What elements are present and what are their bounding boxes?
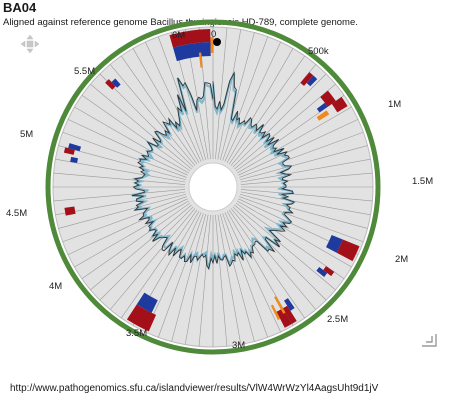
island-bar[interactable] — [316, 110, 330, 121]
island-bar[interactable] — [300, 72, 314, 86]
tick-label: 4M — [49, 281, 62, 292]
center-hole — [188, 162, 238, 212]
island-bar[interactable] — [210, 36, 214, 54]
island-bar[interactable] — [276, 308, 292, 328]
island-bar[interactable] — [331, 96, 348, 113]
island-bar[interactable] — [323, 266, 335, 277]
island-bar[interactable] — [336, 239, 360, 262]
island-bar[interactable] — [326, 234, 343, 253]
island-bar[interactable] — [198, 52, 203, 68]
tick-label: 5.5M — [74, 66, 95, 77]
tick-label: 4.5M — [6, 208, 27, 219]
tick-label: 2M — [395, 254, 408, 265]
tick-label: 500k — [308, 46, 329, 57]
pan-icon[interactable] — [20, 34, 40, 54]
genomic-islands[interactable] — [63, 29, 360, 332]
page-title: BA04 — [3, 0, 37, 15]
island-bar[interactable] — [283, 305, 297, 324]
island-bar[interactable] — [64, 206, 76, 216]
island-bar[interactable] — [274, 296, 286, 314]
tick-labels: 0 500k 1M 1.5M 2M 2.5M 3M 3.5M 4M 4.5M 5M 5.5M 6M — [6, 29, 433, 351]
island-bar[interactable] — [68, 143, 82, 152]
island-bar[interactable] — [111, 78, 121, 88]
island-bar[interactable] — [70, 156, 79, 164]
island-bar[interactable] — [105, 79, 116, 90]
tick-label: 6M — [172, 30, 185, 41]
island-bar[interactable] — [316, 102, 328, 113]
page-subtitle: Aligned against reference genome Bacillu… — [3, 17, 358, 28]
island-bar[interactable] — [284, 298, 295, 311]
outer-ring — [45, 19, 381, 355]
tick-label: 3M — [232, 340, 245, 351]
island-bar[interactable] — [316, 267, 328, 277]
result-url[interactable]: http://www.pathogenomics.sfu.ca/islandvi… — [10, 383, 379, 394]
island-bar[interactable] — [320, 90, 336, 107]
tick-label: 1.5M — [412, 176, 433, 187]
island-bar[interactable] — [136, 292, 158, 313]
island-bar[interactable] — [169, 29, 211, 48]
tick-label: 3.5M — [126, 328, 147, 339]
tick-label: 0 — [211, 29, 216, 40]
tick-label: 5M — [20, 129, 33, 140]
start-marker-icon[interactable] — [213, 38, 221, 46]
island-bar[interactable] — [63, 147, 75, 155]
tick-label: 2.5M — [327, 314, 348, 325]
corner-icon[interactable] — [420, 332, 438, 348]
island-bar[interactable] — [306, 75, 318, 87]
tick-label: 1M — [388, 99, 401, 110]
island-bar[interactable] — [126, 304, 157, 332]
gc-content-plot — [131, 71, 297, 271]
island-bar[interactable] — [270, 304, 281, 321]
